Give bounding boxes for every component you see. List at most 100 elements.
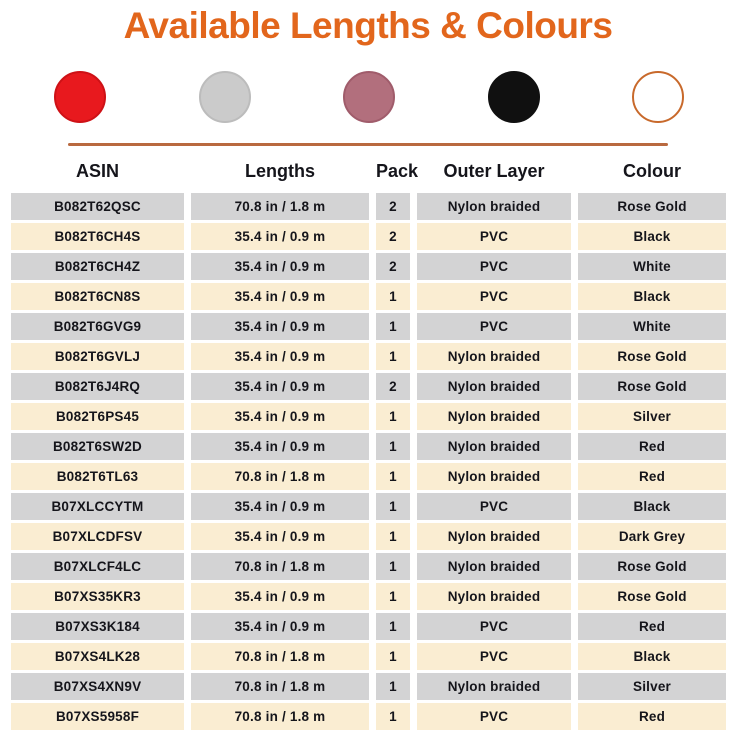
table-row: B082T6CH4S 35.4 in / 0.9 m 2 PVC Black (0, 223, 736, 250)
divider-line (68, 143, 668, 146)
red-colour-swatch-icon (54, 71, 106, 123)
cell-lengths: 35.4 in / 0.9 m (191, 373, 369, 400)
cell-outer-layer: PVC (417, 253, 571, 280)
cell-lengths: 35.4 in / 0.9 m (191, 523, 369, 550)
cell-outer-layer: PVC (417, 283, 571, 310)
column-header-pack: Pack (376, 160, 419, 181)
cell-colour: Red (578, 703, 726, 730)
silver-colour-swatch-icon (198, 71, 251, 123)
cell-outer-layer: PVC (417, 223, 571, 250)
cell-colour: Rose Gold (578, 553, 726, 580)
table-row: B082T62QSC 70.8 in / 1.8 m 2 Nylon braided R… (0, 193, 736, 220)
cell-outer-layer: Nylon braided (417, 433, 571, 460)
cell-colour: Rose Gold (578, 193, 726, 220)
cell-colour: Rose Gold (578, 373, 726, 400)
cell-lengths: 70.8 in / 1.8 m (191, 193, 369, 220)
cell-outer-layer: Nylon braided (417, 673, 571, 700)
cell-outer-layer: Nylon braided (417, 553, 571, 580)
cell-colour: Red (578, 613, 726, 640)
cell-outer-layer: PVC (417, 613, 571, 640)
table-row: B082T6TL63 70.8 in / 1.8 m 1 Nylon braided R… (0, 463, 736, 490)
cell-pack: 2 (376, 193, 410, 220)
cell-pack: 2 (376, 373, 410, 400)
cell-colour: Rose Gold (578, 343, 726, 370)
cell-pack: 1 (376, 703, 410, 730)
cell-colour: Black (578, 493, 726, 520)
cell-outer-layer: Nylon braided (417, 373, 571, 400)
cell-asin: B082T6CN8S (11, 283, 184, 310)
cell-asin: B082T6GVG9 (11, 313, 184, 340)
table-row: B082T6PS45 35.4 in / 0.9 m 1 Nylon braided S… (0, 403, 736, 430)
table-row: B07XS4XN9V 70.8 in / 1.8 m 1 Nylon braided S… (0, 673, 736, 700)
cell-pack: 1 (376, 523, 410, 550)
cell-asin: B07XS35KR3 (11, 583, 184, 610)
cell-asin: B082T6TL63 (11, 463, 184, 490)
cell-outer-layer: Nylon braided (417, 523, 571, 550)
table-body: B082T62QSC 70.8 in / 1.8 m 2 Nylon braided R… (0, 193, 736, 733)
cell-pack: 1 (376, 343, 410, 370)
cell-asin: B082T6PS45 (11, 403, 184, 430)
cell-asin: B082T6GVLJ (11, 343, 184, 370)
cell-outer-layer: Nylon braided (417, 343, 571, 370)
column-header-lengths: Lengths (245, 160, 315, 181)
cell-lengths: 35.4 in / 0.9 m (191, 493, 369, 520)
cell-outer-layer: PVC (417, 493, 571, 520)
cell-pack: 1 (376, 313, 410, 340)
cell-colour: Silver (578, 673, 726, 700)
cell-pack: 1 (376, 613, 410, 640)
cell-lengths: 35.4 in / 0.9 m (191, 433, 369, 460)
cell-pack: 1 (376, 403, 410, 430)
cell-pack: 1 (376, 493, 410, 520)
table-row: B07XLCCYTM 35.4 in / 0.9 m 1 PVC Black (0, 493, 736, 520)
cell-outer-layer: Nylon braided (417, 403, 571, 430)
cell-colour: Black (578, 283, 726, 310)
cell-colour: White (578, 313, 726, 340)
table-row: B07XLCF4LC 70.8 in / 1.8 m 1 Nylon braided R… (0, 553, 736, 580)
cell-outer-layer: PVC (417, 703, 571, 730)
cell-pack: 1 (376, 673, 410, 700)
cell-asin: B082T6CH4S (11, 223, 184, 250)
table-row: B07XS4LK28 70.8 in / 1.8 m 1 PVC Black (0, 643, 736, 670)
table-row: B082T6CH4Z 35.4 in / 0.9 m 2 PVC White (0, 253, 736, 280)
cell-pack: 1 (376, 643, 410, 670)
cell-asin: B07XS5958F (11, 703, 184, 730)
cell-lengths: 35.4 in / 0.9 m (191, 253, 369, 280)
table-row: B07XS3K184 35.4 in / 0.9 m 1 PVC Red (0, 613, 736, 640)
cell-pack: 2 (376, 253, 410, 280)
cell-asin: B082T62QSC (11, 193, 184, 220)
cell-lengths: 35.4 in / 0.9 m (191, 403, 369, 430)
cell-asin: B07XS4XN9V (11, 673, 184, 700)
black-colour-swatch-icon (487, 71, 540, 123)
cell-colour: Dark Grey (578, 523, 726, 550)
table-header-row: ASIN Lengths Pack Outer Layer Colour (0, 156, 736, 186)
cell-colour: White (578, 253, 726, 280)
colour-swatches (54, 71, 684, 123)
cell-asin: B07XLCF4LC (11, 553, 184, 580)
cell-outer-layer: Nylon braided (417, 463, 571, 490)
white-colour-swatch-icon (632, 71, 684, 123)
cell-lengths: 70.8 in / 1.8 m (191, 703, 369, 730)
table-row: B082T6GVG9 35.4 in / 0.9 m 1 PVC White (0, 313, 736, 340)
cell-asin: B07XS4LK28 (11, 643, 184, 670)
cell-colour: Black (578, 643, 726, 670)
table-row: B07XS35KR3 35.4 in / 0.9 m 1 Nylon braided R… (0, 583, 736, 610)
cell-lengths: 35.4 in / 0.9 m (191, 583, 369, 610)
cell-outer-layer: PVC (417, 313, 571, 340)
cell-colour: Rose Gold (578, 583, 726, 610)
table-row: B07XS5958F 70.8 in / 1.8 m 1 PVC Red (0, 703, 736, 730)
cell-outer-layer: Nylon braided (417, 193, 571, 220)
cell-asin: B07XLCCYTM (11, 493, 184, 520)
table-row: B082T6J4RQ 35.4 in / 0.9 m 2 Nylon braided R… (0, 373, 736, 400)
cell-lengths: 70.8 in / 1.8 m (191, 673, 369, 700)
cell-pack: 1 (376, 553, 410, 580)
cell-colour: Red (578, 433, 726, 460)
column-header-outer-layer: Outer Layer (443, 160, 545, 181)
cell-lengths: 35.4 in / 0.9 m (191, 613, 369, 640)
cell-pack: 2 (376, 223, 410, 250)
cell-outer-layer: PVC (417, 643, 571, 670)
cell-lengths: 70.8 in / 1.8 m (191, 643, 369, 670)
table-row: B082T6GVLJ 35.4 in / 0.9 m 1 Nylon braided R… (0, 343, 736, 370)
cell-lengths: 70.8 in / 1.8 m (191, 553, 369, 580)
cell-colour: Red (578, 463, 726, 490)
cell-pack: 1 (376, 283, 410, 310)
